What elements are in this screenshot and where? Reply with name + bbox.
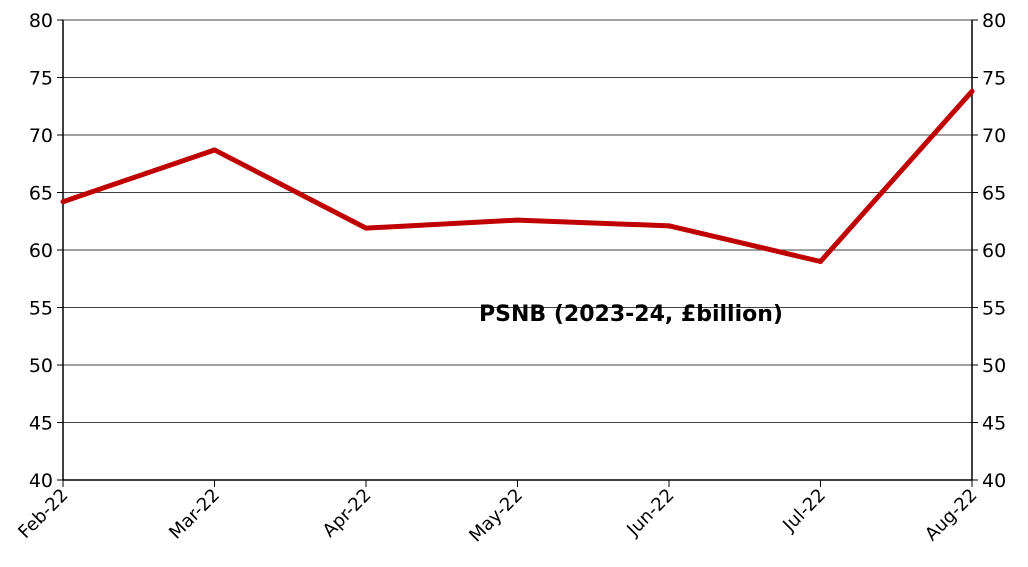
y-tick-label-left: 60	[29, 240, 53, 262]
x-axis: Feb-22 Mar-22 Apr-22 May-22 Jun-22 Jul-22 Aug-…	[14, 480, 982, 547]
y-tick-label-right: 60	[982, 240, 1006, 262]
y-axis-right: 40 45 50 55 60 65 70 75 80	[972, 10, 1006, 492]
x-tick-label: Jun-22	[622, 485, 678, 541]
y-tick-label-left: 40	[29, 470, 53, 492]
x-tick-label: Feb-22	[14, 485, 72, 543]
y-tick-label-left: 45	[29, 413, 53, 435]
y-tick-label-left: 55	[29, 298, 53, 320]
y-tick-label-right: 40	[982, 470, 1006, 492]
y-tick-label-right: 55	[982, 298, 1006, 320]
data-point	[515, 217, 520, 223]
data-point	[969, 88, 975, 94]
y-tick-label-left: 70	[29, 125, 53, 147]
y-tick-label-right: 80	[982, 10, 1006, 32]
series-group	[60, 88, 975, 264]
x-tick-label: Mar-22	[165, 485, 224, 544]
data-point	[666, 223, 672, 229]
x-tick-label: Aug-22	[921, 485, 981, 545]
data-point	[818, 259, 823, 264]
data-point	[212, 147, 217, 153]
y-tick-label-right: 70	[982, 125, 1006, 147]
series-line	[62, 89, 974, 264]
y-tick-label-right: 75	[982, 68, 1006, 90]
y-tick-label-right: 50	[982, 355, 1006, 377]
chart-annotation: PSNB (2023-24, £billion)	[479, 302, 783, 327]
y-tick-label-left: 80	[29, 10, 53, 32]
y-axis-left: 40 45 50 55 60 65 70 75 80	[29, 10, 63, 492]
y-tick-label-right: 45	[982, 413, 1006, 435]
grid-lines	[63, 19, 972, 423]
x-tick-label: May-22	[465, 485, 527, 547]
data-point	[363, 225, 369, 231]
x-tick-label: Apr-22	[319, 485, 376, 542]
x-tick-label: Jul-22	[778, 485, 830, 537]
y-tick-label-left: 75	[29, 68, 53, 90]
y-tick-label-right: 65	[982, 183, 1006, 205]
data-point	[60, 199, 66, 205]
y-tick-label-left: 65	[29, 183, 53, 205]
y-tick-label-left: 50	[29, 355, 53, 377]
